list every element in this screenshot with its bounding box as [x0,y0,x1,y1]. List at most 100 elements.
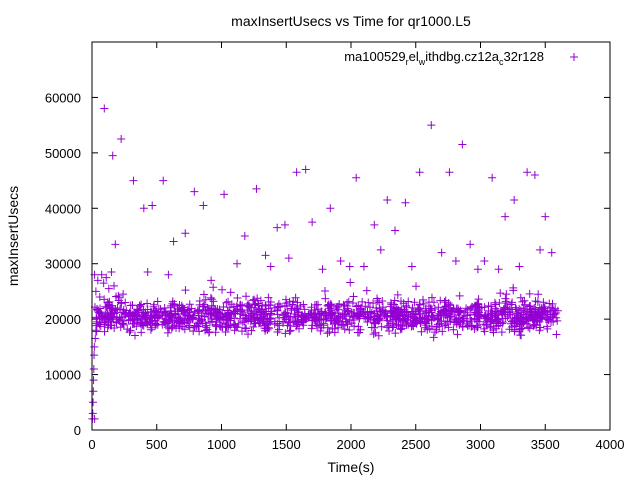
data-point [211,321,220,330]
data-point [298,318,307,327]
data-point [349,312,358,321]
data-point [531,297,540,306]
data-point [335,318,344,327]
data-point [427,293,436,302]
data-point [512,305,521,314]
y-tick-label: 40000 [45,201,81,216]
data-point [319,319,328,328]
data-point [499,307,508,316]
data-point [139,204,148,213]
data-point [412,282,421,291]
data-point [501,297,510,306]
data-point [181,229,190,238]
data-point [280,310,289,319]
data-point [345,262,354,271]
data-point [119,290,128,299]
data-point [128,315,137,324]
data-point [472,317,481,326]
data-point [416,319,425,328]
data-point [515,262,524,271]
data-point [552,313,561,322]
data-point [352,302,361,311]
data-point [245,303,254,312]
data-point [385,326,394,335]
data-point [346,278,355,287]
data-point [190,323,199,332]
data-point [130,319,139,328]
data-point [393,290,402,299]
data-point [114,291,123,300]
data-point [244,330,253,339]
data-point [399,314,408,323]
data-point [541,212,550,221]
data-point [456,306,465,315]
data-point [279,317,288,326]
legend-marker [570,53,578,61]
data-point [441,296,450,305]
data-point [316,326,325,335]
data-point [136,302,145,311]
data-point [126,301,135,310]
data-point [529,322,538,331]
data-point [550,310,559,319]
data-point [216,322,225,331]
data-point [326,204,335,213]
data-point [454,307,463,316]
data-point [166,315,175,324]
data-point [411,307,420,316]
data-point [434,303,443,312]
data-point [367,309,376,318]
data-point [170,321,179,330]
data-point [458,140,467,149]
data-point [382,312,391,321]
data-point [473,302,482,311]
data-point [439,312,448,321]
data-point [422,308,431,317]
data-points [88,104,562,423]
y-tick-label: 60000 [45,90,81,105]
data-point [508,298,517,307]
data-point [498,311,507,320]
data-point [453,330,462,339]
data-point [250,295,259,304]
data-point [247,326,256,335]
data-point [480,312,489,321]
data-point [402,303,411,312]
data-point [129,176,138,185]
data-point [549,317,558,326]
data-point [331,320,340,329]
data-point [404,297,413,306]
data-point [88,409,97,418]
data-point [441,320,450,329]
data-point [462,304,471,313]
data-point [292,168,301,177]
data-point [308,321,317,330]
data-point [266,262,275,271]
data-point [90,351,99,360]
data-point [488,309,497,318]
data-point [377,322,386,331]
data-point [295,324,304,333]
data-point [452,320,461,329]
data-point [103,298,112,307]
data-point [290,306,299,315]
data-point [190,187,199,196]
data-point [100,327,109,336]
data-point [397,324,406,333]
data-point [163,328,172,337]
data-point [301,165,310,174]
data-point [370,318,379,327]
data-point [407,262,416,271]
data-point [222,298,231,307]
data-point [165,324,174,333]
data-point [206,309,215,318]
data-point [517,331,526,340]
data-point [437,317,446,326]
data-point [299,300,308,309]
data-point [209,283,218,292]
data-point [118,319,127,328]
data-point [275,313,284,322]
data-point [421,321,430,330]
data-point [93,276,102,285]
